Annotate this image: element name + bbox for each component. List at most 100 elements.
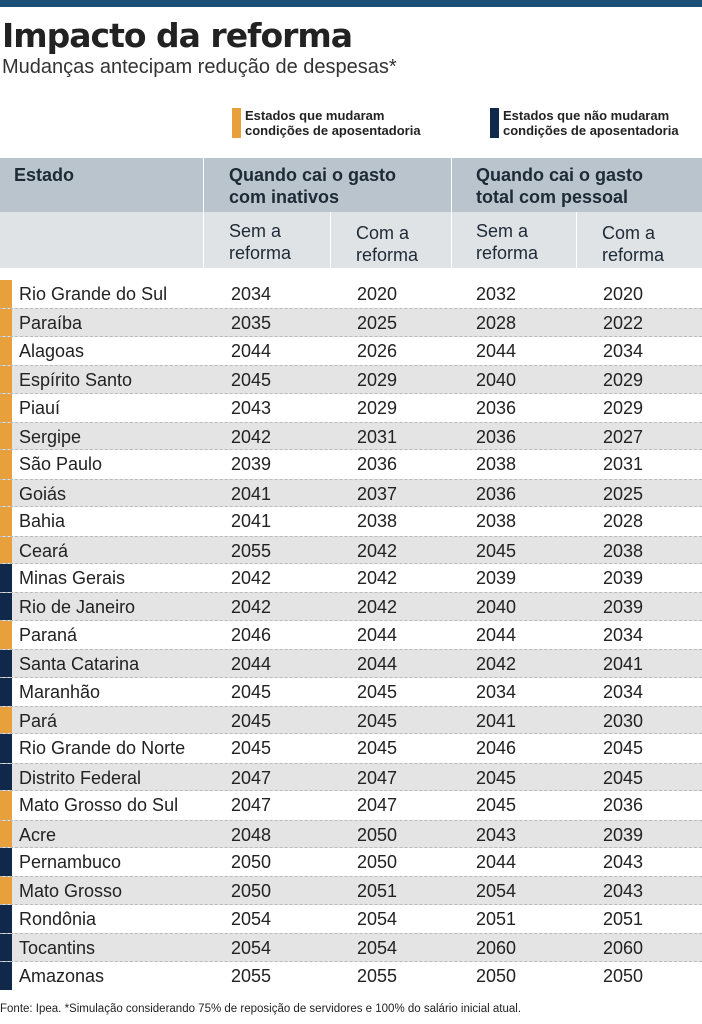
year-cell: 2047 <box>231 767 272 788</box>
group-marker <box>0 848 12 877</box>
state-name: Espírito Santo <box>19 370 133 391</box>
group-marker <box>0 309 12 336</box>
year-cell: 2040 <box>476 597 517 618</box>
year-cell: 2037 <box>357 483 398 504</box>
year-cell: 2031 <box>357 427 398 447</box>
table-row: Bahia 2041 2038 2038 2028 <box>0 507 702 536</box>
group-marker <box>0 877 12 904</box>
header-row <box>0 158 702 212</box>
legend-label: Estados que não mudaram condições de apo… <box>503 108 679 138</box>
year-cell: 2055 <box>231 965 272 986</box>
column-header: Quando cai o gasto com inativos <box>229 165 397 207</box>
year-cell: 2039 <box>603 824 644 845</box>
year-cell: 2042 <box>231 568 272 588</box>
year-cell: 2047 <box>357 767 398 788</box>
state-name: Pará <box>19 711 58 731</box>
year-cell: 2060 <box>476 938 517 959</box>
year-cell: 2041 <box>603 654 644 675</box>
year-cell: 2050 <box>231 852 272 872</box>
group-marker <box>0 507 12 536</box>
year-cell: 2043 <box>476 824 517 845</box>
year-cell: 2045 <box>357 681 398 702</box>
year-cell: 2039 <box>476 568 517 588</box>
year-cell: 2054 <box>357 938 398 959</box>
state-name: Rio de Janeiro <box>19 597 136 618</box>
year-cell: 2025 <box>603 483 644 504</box>
state-name: Paraíba <box>19 313 83 334</box>
table-row: Tocantins 2054 2054 2060 2060 <box>0 933 702 962</box>
year-cell: 2042 <box>357 568 398 588</box>
year-cell: 2051 <box>357 881 398 902</box>
year-cell: 2054 <box>231 938 272 959</box>
year-cell: 2044 <box>231 340 272 361</box>
top-bar <box>0 0 702 7</box>
year-cell: 2036 <box>476 427 517 447</box>
year-cell: 2028 <box>603 511 644 532</box>
table-row: Mato Grosso 2050 2051 2054 2043 <box>0 876 702 905</box>
year-cell: 2036 <box>603 795 644 816</box>
year-cell: 2036 <box>357 454 398 475</box>
table-row: Minas Gerais 2042 2042 2039 2039 <box>0 564 702 593</box>
year-cell: 2028 <box>476 313 517 334</box>
table-row: Goiás 2041 2037 2036 2025 <box>0 478 702 508</box>
group-marker <box>0 536 12 563</box>
group-marker <box>0 734 12 763</box>
state-name: Maranhão <box>19 681 101 702</box>
state-name: Rio Grande do Sul <box>19 284 168 304</box>
year-cell: 2034 <box>603 681 644 702</box>
year-cell: 2030 <box>603 711 644 731</box>
state-name: Goiás <box>19 483 67 504</box>
state-name: Bahia <box>19 511 66 532</box>
table-row: Sergipe 2042 2031 2036 2027 <box>0 422 702 451</box>
subcolumn-header: Com a reforma <box>356 223 419 265</box>
year-cell: 2041 <box>476 711 517 731</box>
year-cell: 2038 <box>603 540 644 561</box>
state-name: Rondônia <box>19 908 97 929</box>
table-row: Pernambuco 2050 2050 2044 2043 <box>0 848 702 877</box>
year-cell: 2054 <box>476 881 517 902</box>
year-cell: 2035 <box>231 313 272 334</box>
group-marker <box>0 393 12 422</box>
year-cell: 2044 <box>231 654 272 675</box>
group-marker <box>0 336 12 366</box>
year-cell: 2044 <box>357 624 398 645</box>
group-marker <box>0 423 12 450</box>
year-cell: 2039 <box>231 454 272 475</box>
year-cell: 2020 <box>357 284 398 304</box>
year-cell: 2043 <box>603 852 644 872</box>
group-marker <box>0 650 12 677</box>
year-cell: 2045 <box>231 370 272 391</box>
group-marker <box>0 593 12 620</box>
year-cell: 2045 <box>231 738 272 759</box>
state-name: Pernambuco <box>19 852 122 872</box>
table-row: São Paulo 2039 2036 2038 2031 <box>0 450 702 479</box>
year-cell: 2040 <box>476 370 517 391</box>
column-header: Quando cai o gasto total com pessoal <box>476 165 644 207</box>
year-cell: 2038 <box>476 511 517 532</box>
state-name: Paraná <box>19 624 78 645</box>
state-name: Acre <box>19 824 57 845</box>
year-cell: 2034 <box>476 681 517 702</box>
year-cell: 2050 <box>476 965 517 986</box>
year-cell: 2045 <box>231 681 272 702</box>
year-cell: 2045 <box>476 795 517 816</box>
group-marker <box>0 677 12 706</box>
year-cell: 2042 <box>231 597 272 618</box>
state-name: Santa Catarina <box>19 654 140 675</box>
year-cell: 2060 <box>603 938 644 959</box>
year-cell: 2043 <box>603 881 644 902</box>
group-marker <box>0 479 12 507</box>
table-row: Ceará 2055 2042 2045 2038 <box>0 535 702 564</box>
year-cell: 2029 <box>603 397 644 418</box>
table-row: Pará 2045 2045 2041 2030 <box>0 706 702 735</box>
group-marker <box>0 934 12 961</box>
year-cell: 2044 <box>476 852 517 872</box>
group-marker <box>0 763 12 791</box>
group-marker <box>0 707 12 734</box>
year-cell: 2029 <box>357 370 398 391</box>
year-cell: 2042 <box>357 540 398 561</box>
year-cell: 2051 <box>476 908 517 929</box>
year-cell: 2026 <box>357 340 398 361</box>
year-cell: 2038 <box>357 511 398 532</box>
